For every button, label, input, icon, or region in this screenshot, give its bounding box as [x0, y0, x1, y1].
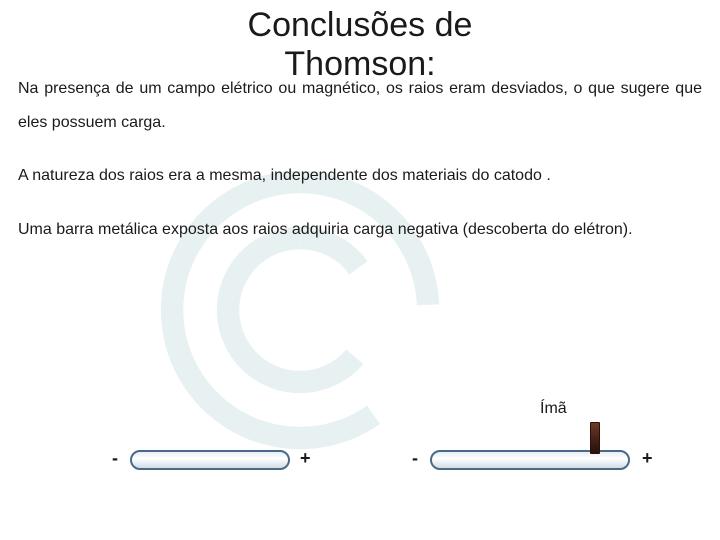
tube1-minus: -	[112, 448, 118, 469]
diagram: Ímã - + - +	[0, 400, 720, 530]
paragraph-1: Na presença de um campo elétrico ou magn…	[18, 72, 702, 139]
cathode-tube-2	[430, 450, 630, 470]
cathode-tube-1	[130, 450, 290, 470]
tube2-minus: -	[412, 448, 418, 469]
tube1-plus: +	[300, 448, 311, 469]
body-text: Na presença de um campo elétrico ou magn…	[18, 72, 702, 266]
magnet-bar	[590, 422, 600, 454]
title-line1: Conclusões de	[248, 6, 473, 44]
tube2-plus: +	[642, 448, 653, 469]
paragraph-3: Uma barra metálica exposta aos raios adq…	[18, 213, 702, 247]
paragraph-2: A natureza dos raios era a mesma, indepe…	[18, 159, 702, 193]
magnet-label: Ímã	[540, 400, 567, 418]
